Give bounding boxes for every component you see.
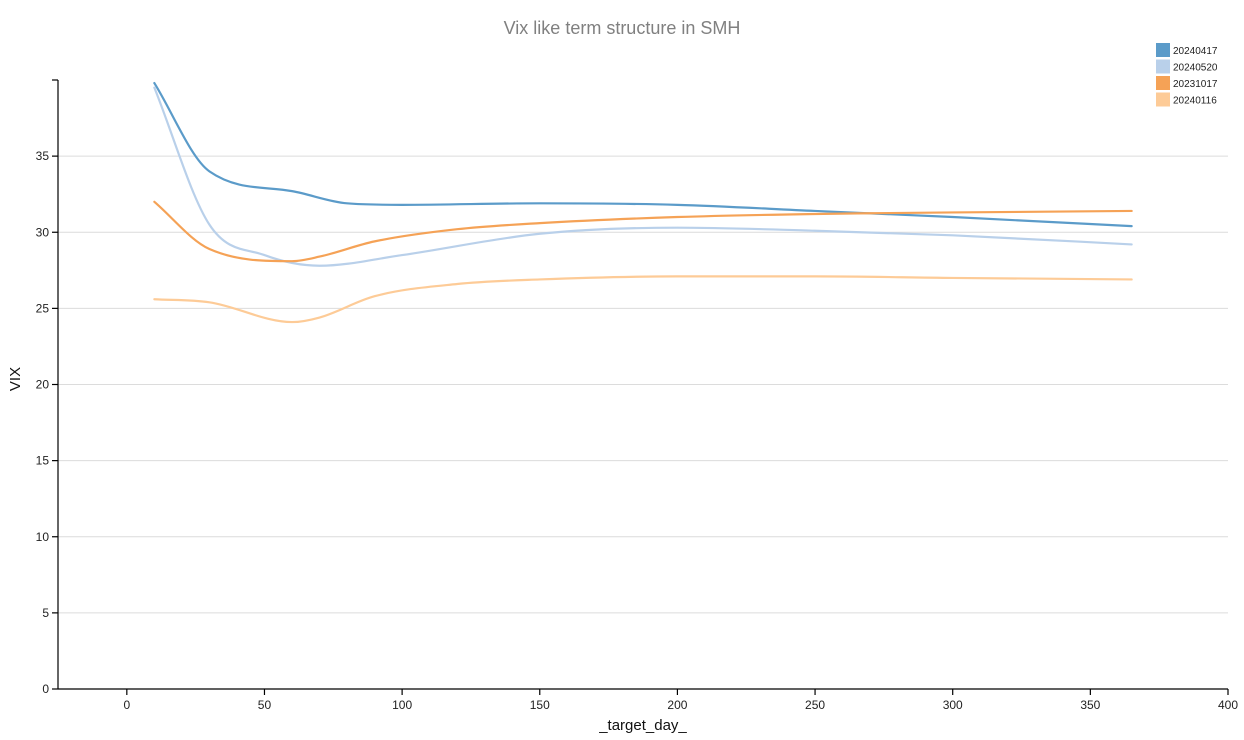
- x-tick-label-100: 100: [392, 698, 412, 712]
- x-tick-label-400: 400: [1218, 698, 1238, 712]
- x-tick-label-350: 350: [1080, 698, 1100, 712]
- x-tick-label-300: 300: [943, 698, 963, 712]
- y-tick-label-5: 5: [42, 606, 49, 620]
- y-tick-label-0: 0: [42, 682, 49, 696]
- chart-title: Vix like term structure in SMH: [504, 18, 741, 38]
- y-tick-label-25: 25: [36, 301, 50, 315]
- y-tick-label-20: 20: [36, 378, 50, 392]
- legend-swatch-20240116: [1156, 92, 1170, 107]
- series-line-20231017: [153, 200, 1133, 263]
- series-lines: [153, 81, 1133, 324]
- legend-swatch-20231017: [1156, 76, 1170, 90]
- y-tick-label-35: 35: [36, 149, 50, 163]
- legend-swatch-20240520: [1156, 59, 1170, 74]
- series-line-20240116: [153, 275, 1133, 324]
- series-line-20240417: [153, 81, 1133, 228]
- y-tick-label-10: 10: [36, 530, 50, 544]
- legend-label-20231017: 20231017: [1173, 79, 1218, 90]
- x-tick-label-150: 150: [530, 698, 550, 712]
- y-axis-label: VIX: [7, 367, 24, 391]
- legend-swatch-20240417: [1156, 43, 1170, 57]
- gridlines: [58, 155, 1228, 614]
- y-tick-label-15: 15: [36, 454, 50, 468]
- legend-label-20240520: 20240520: [1173, 63, 1218, 74]
- x-tick-label-50: 50: [258, 698, 272, 712]
- x-tick-label-200: 200: [667, 698, 687, 712]
- legend-label-20240417: 20240417: [1173, 46, 1218, 57]
- x-tick-label-0: 0: [123, 698, 130, 712]
- y-tick-label-30: 30: [36, 225, 50, 239]
- series-line-20240520: [153, 86, 1133, 267]
- legend: 20240417 20240520 20231017 20240116: [1156, 43, 1218, 107]
- x-axis-label: _target_day_: [598, 717, 687, 734]
- legend-label-20240116: 20240116: [1173, 96, 1217, 107]
- x-tick-label-250: 250: [805, 698, 825, 712]
